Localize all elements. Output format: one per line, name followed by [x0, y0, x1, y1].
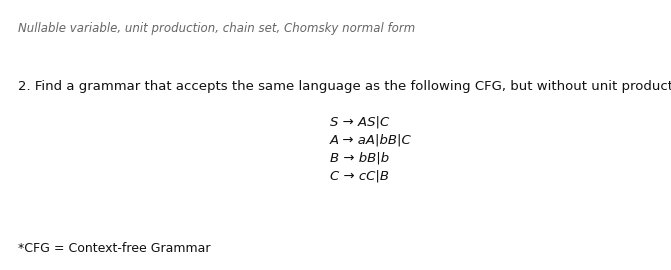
Text: Nullable variable, unit production, chain set, Chomsky normal form: Nullable variable, unit production, chai… — [18, 22, 415, 35]
Text: 2. Find a grammar that accepts the same language as the following CFG, but witho: 2. Find a grammar that accepts the same … — [18, 80, 671, 93]
Text: C → cC|B: C → cC|B — [330, 169, 389, 182]
Text: *CFG = Context-free Grammar: *CFG = Context-free Grammar — [18, 242, 211, 255]
Text: A → aA|bB|C: A → aA|bB|C — [330, 133, 412, 146]
Text: S → AS|C: S → AS|C — [330, 115, 389, 128]
Text: B → bB|b: B → bB|b — [330, 151, 389, 164]
